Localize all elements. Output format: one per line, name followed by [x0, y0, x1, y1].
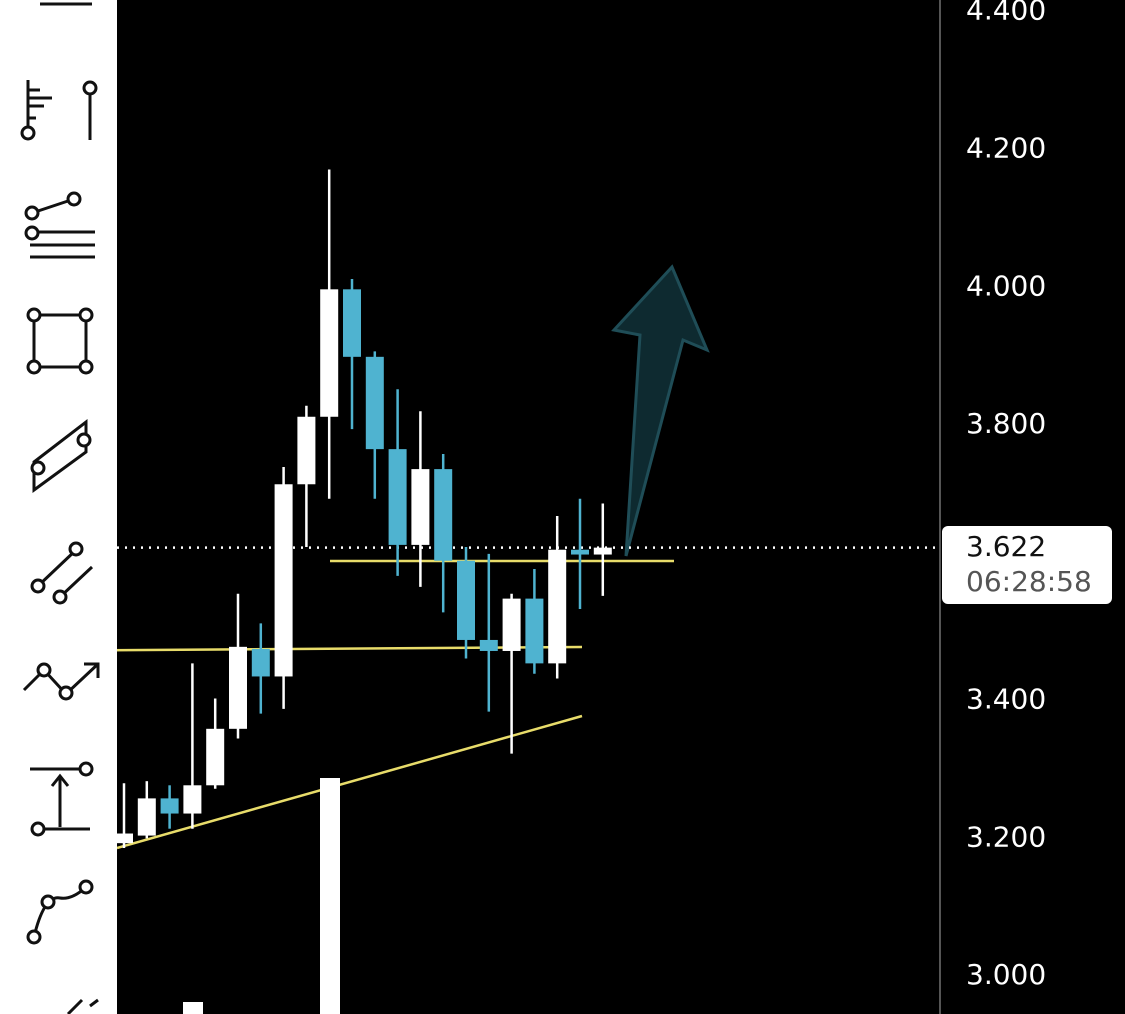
candle-body [548, 549, 567, 664]
tool-icon[interactable] [66, 998, 99, 1014]
candle-body [434, 469, 453, 561]
candle-body [160, 798, 179, 814]
tool-icon[interactable] [26, 879, 94, 945]
tool-icon[interactable] [30, 418, 92, 493]
candle-body [593, 547, 612, 555]
tool-icon[interactable] [22, 662, 100, 701]
tool-icon[interactable] [26, 307, 94, 375]
tool-icon[interactable] [30, 541, 94, 605]
candle-body [183, 785, 202, 814]
candle-body [137, 798, 156, 836]
candle-body [479, 639, 498, 651]
candle-body [206, 728, 225, 786]
y-tick-label: 3.800 [966, 407, 1046, 440]
price-tag: 3.622 06:28:58 [942, 526, 1112, 604]
candle-body [525, 598, 544, 664]
candle-body [229, 646, 247, 729]
plot [0, 169, 940, 1014]
y-tick-label: 4.000 [966, 269, 1046, 302]
y-tick-label: 3.200 [966, 820, 1046, 853]
candle-body [320, 289, 339, 417]
countdown: 06:28:58 [966, 565, 1092, 598]
drawn-line [116, 714, 583, 850]
y-tick-label: 4.200 [966, 131, 1046, 164]
tool-icon[interactable] [30, 761, 94, 837]
current-price: 3.622 [966, 530, 1046, 563]
candle-body [571, 549, 589, 555]
toolbar [0, 0, 117, 1014]
volume-bar [320, 778, 340, 1014]
y-tick-label: 3.000 [966, 958, 1046, 991]
candle-body [388, 449, 407, 545]
candle-body [115, 833, 133, 844]
candle-body [251, 648, 270, 677]
candle-body [502, 598, 521, 651]
candle-body [411, 469, 430, 545]
candle-body [274, 484, 293, 677]
candle-body [297, 416, 316, 485]
candle-body [457, 560, 475, 640]
price-tag-box [942, 526, 1112, 604]
tool-icon[interactable] [20, 80, 98, 141]
candle-body [365, 356, 384, 450]
price-axis: 3.000 3.200 3.400 3.800 4.000 4.200 4.400 [966, 0, 1046, 991]
y-tick-label: 3.400 [966, 683, 1046, 716]
toolbar-bg [0, 0, 117, 1014]
y-tick-label: 4.400 [966, 0, 1046, 27]
candle-body [343, 289, 361, 357]
drawn-arrow [611, 264, 710, 557]
volume-bar [183, 1002, 203, 1014]
tool-icon[interactable] [24, 191, 95, 259]
